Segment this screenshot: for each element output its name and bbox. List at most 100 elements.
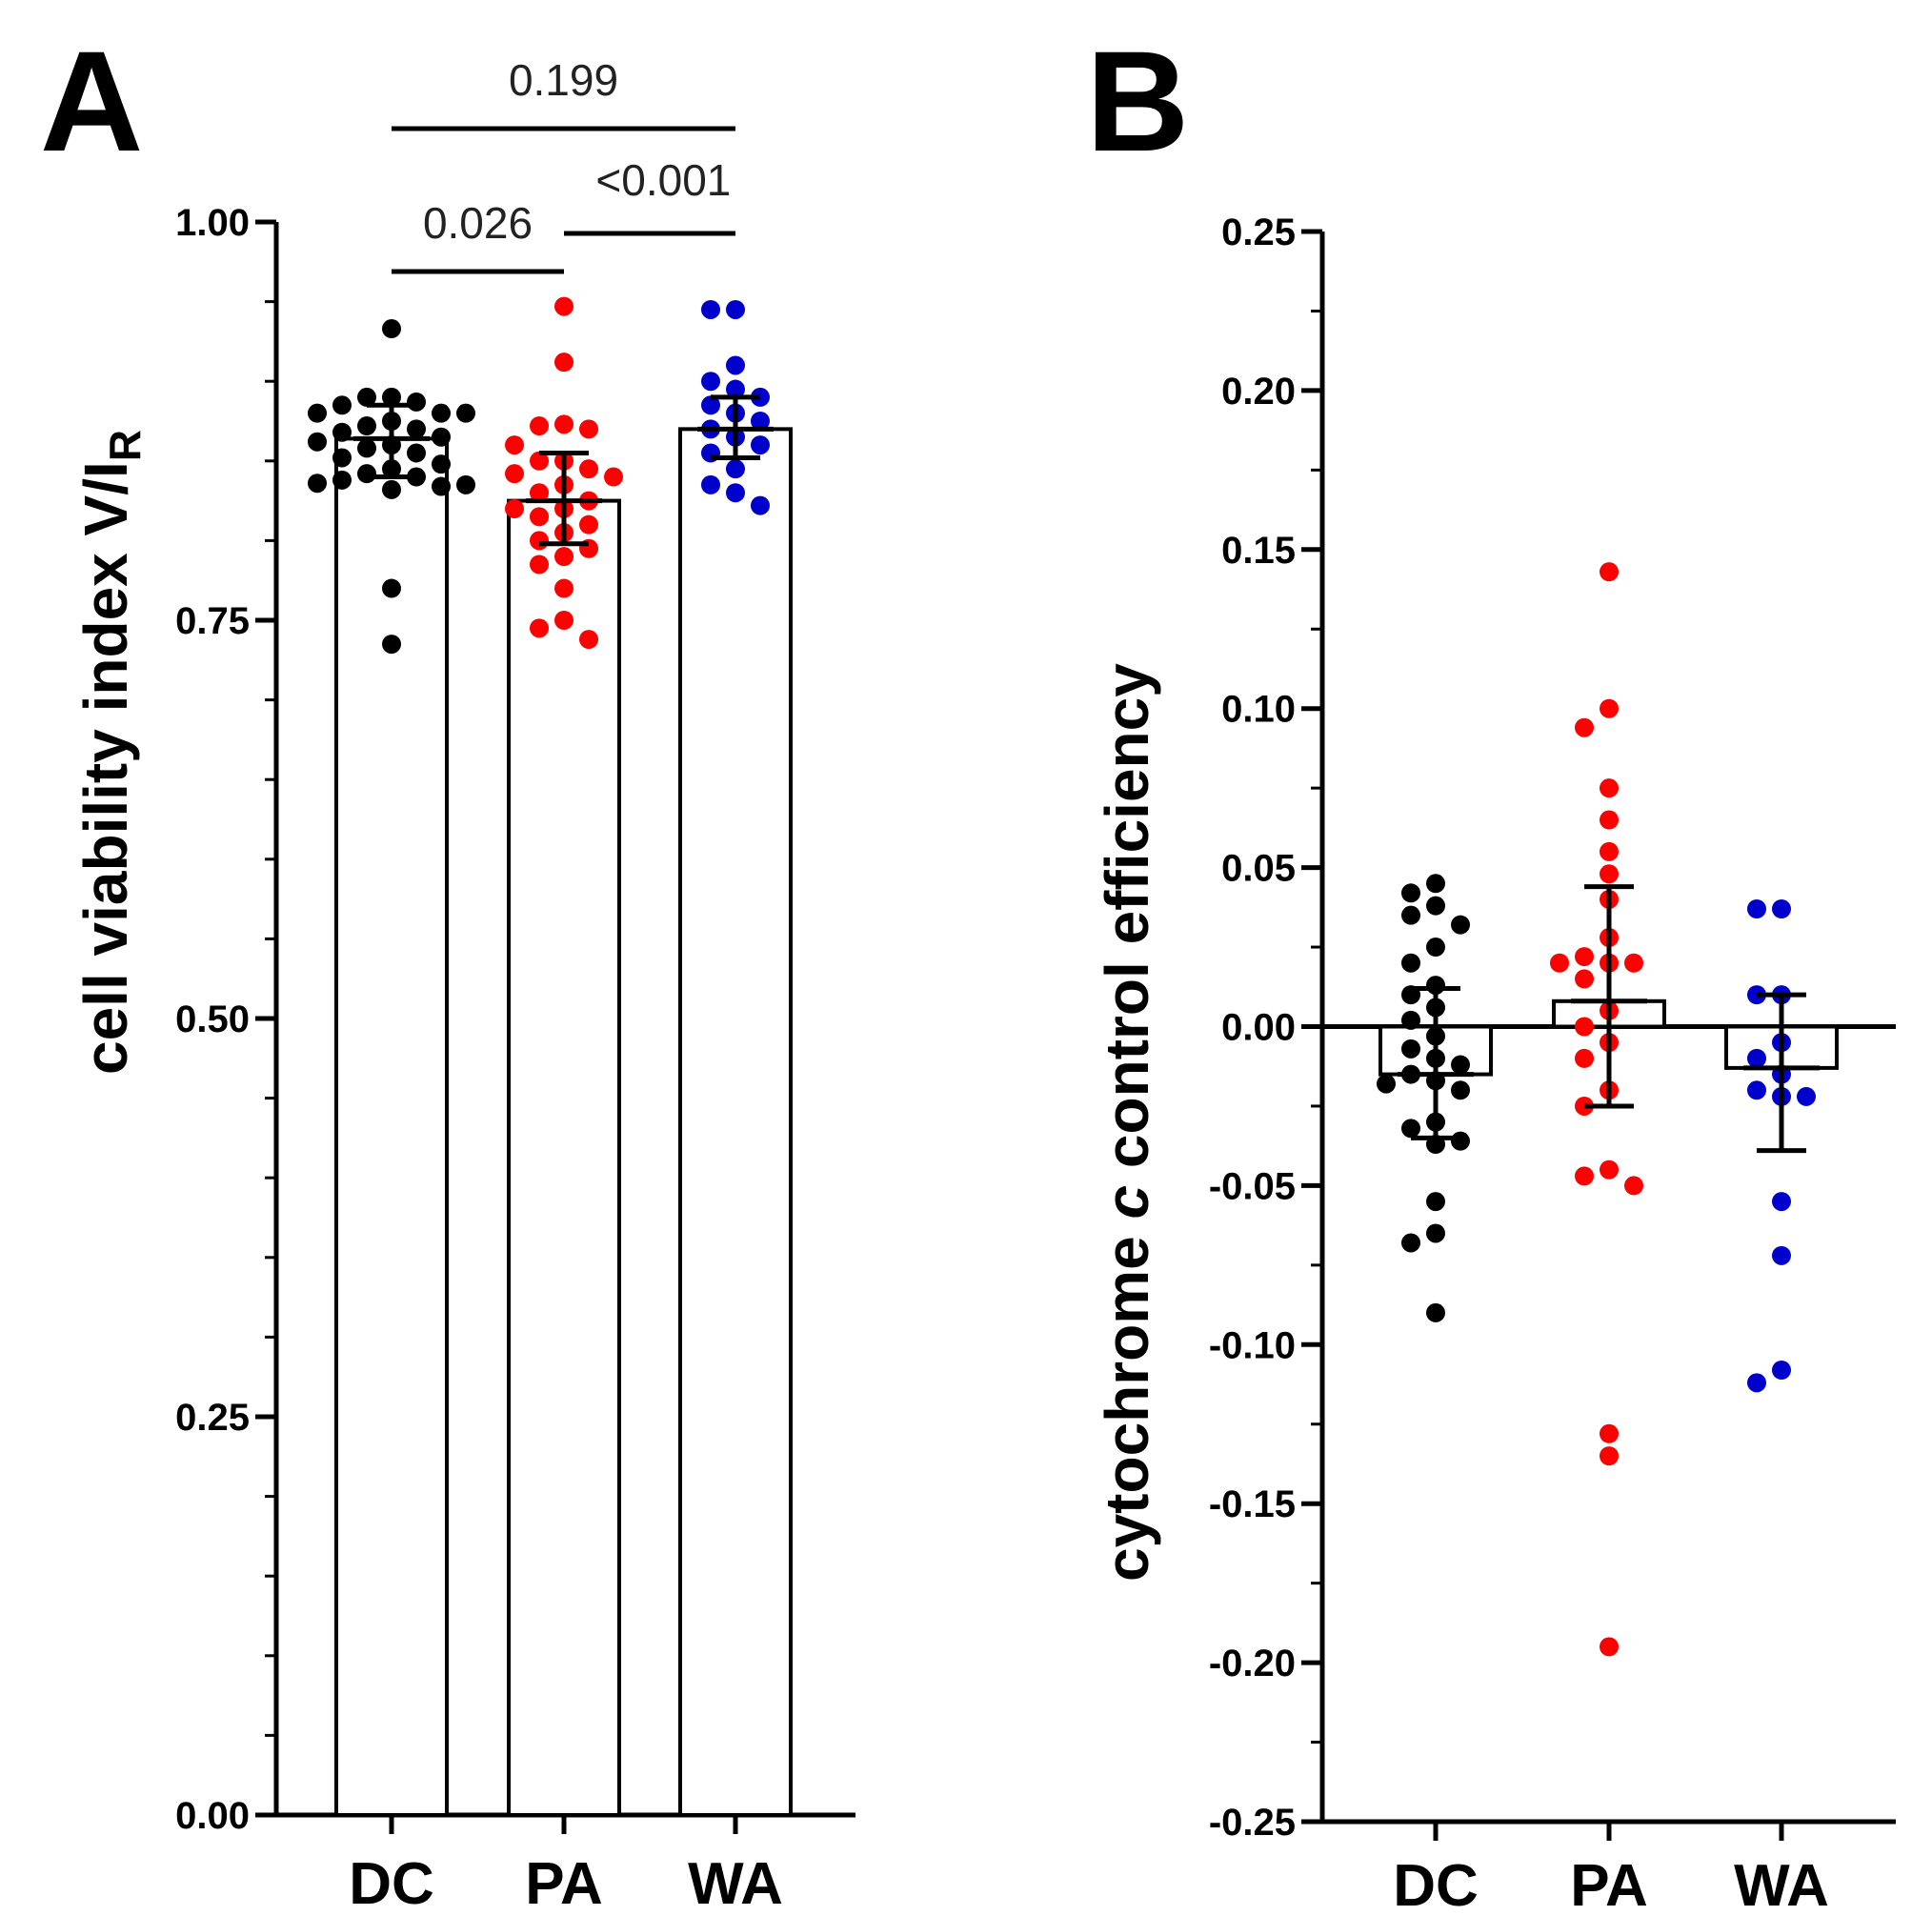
panel-a-point-dc (357, 387, 376, 407)
panel-b-y-tick-label: -0.20 (1209, 1643, 1296, 1684)
panel-b-point-pa (1600, 1423, 1619, 1443)
panel-a-points (308, 296, 770, 655)
panel-b-point-dc (1401, 953, 1420, 973)
panel-b-y-tick-label: -0.05 (1209, 1165, 1296, 1207)
panel-b-point-pa (1575, 1048, 1594, 1068)
panel-a-y-tick-label: 0.75 (175, 600, 250, 642)
panel-a-significance: 0.026 <0.001 0.199 (392, 55, 735, 274)
significance-p-value: 0.026 (423, 198, 533, 248)
panel-b-y-tick-label: -0.15 (1209, 1483, 1296, 1525)
panel-a-point-dc (432, 476, 451, 496)
significance-p-value: 0.199 (509, 55, 618, 105)
panel-b-point-wa (1747, 898, 1766, 918)
panel-a-y-tick-label: 0.00 (175, 1795, 250, 1837)
panel-a-y-tick-label: 0.25 (175, 1397, 250, 1439)
panel-b-y-tick-label: 0.25 (1221, 212, 1296, 253)
panel-a-y-tick-label: 0.50 (175, 998, 250, 1040)
panel-a-point-dc (432, 454, 451, 474)
panel-a-point-dc (456, 403, 475, 423)
panel-b-y-tick-label: 0.15 (1221, 530, 1296, 572)
panel-b-point-wa (1772, 1361, 1791, 1381)
panel-a-category-label: DC (349, 1851, 434, 1916)
panel-b-category-label: PA (1570, 1853, 1648, 1916)
panel-a-point-wa (701, 395, 720, 415)
panel-a-point-pa (530, 483, 549, 503)
panel-a-point-dc (308, 432, 327, 452)
panel-a-point-dc (382, 635, 401, 655)
panel-b-y-title-italic: c (1093, 1185, 1161, 1220)
panel-a-bars (334, 427, 793, 1818)
panel-a-y-axis-title: cell viability index V/IR (71, 430, 150, 1075)
panel-a-point-dc (332, 470, 352, 490)
panel-a-point-dc (357, 438, 376, 458)
panel-b-point-pa (1600, 698, 1619, 718)
panel-b-point-dc (1426, 1223, 1445, 1243)
panel-a-point-dc (432, 403, 451, 423)
panel-b: B -0.25 -0.20 -0.15 -0.10 -0.05 0.00 0.05 0.10 0… (1086, 21, 1896, 1916)
panel-a-point-pa (579, 419, 598, 439)
panel-a-point-wa (751, 435, 770, 455)
panel-a-point-pa (579, 630, 598, 650)
panel-b-point-dc (1451, 1080, 1470, 1100)
significance-p-value: <0.001 (595, 155, 731, 205)
panel-a-point-wa (726, 483, 745, 503)
panel-b-point-dc (1401, 905, 1420, 925)
panel-b-point-dc (1426, 1302, 1445, 1322)
panel-b-error-bars (1398, 884, 1820, 1154)
panel-b-point-pa (1575, 969, 1594, 989)
panel-b-point-pa (1600, 1446, 1619, 1466)
panel-b-y-tick-label: 0.20 (1221, 371, 1296, 413)
panel-b-point-wa (1772, 898, 1791, 918)
panel-a: A 0.00 0.25 0.50 0.75 1.00 DC PA WA 0.026 <0.001… (40, 21, 855, 1916)
panel-b-point-wa (1772, 1245, 1791, 1265)
panel-a-point-pa (579, 459, 598, 479)
panel-b-point-wa (1797, 1086, 1816, 1106)
panel-b-point-dc (1426, 896, 1445, 916)
panel-a-point-dc (332, 395, 352, 415)
panel-b-point-pa (1600, 1160, 1619, 1180)
panel-b-point-pa (1600, 1637, 1619, 1657)
panel-a-point-wa (726, 459, 745, 479)
panel-b-point-pa (1624, 1176, 1643, 1196)
panel-b-point-dc (1451, 915, 1470, 935)
panel-b-y-tick-label: 0.05 (1221, 848, 1296, 890)
panel-a-point-pa (554, 611, 574, 630)
panel-letter-a: A (40, 21, 143, 181)
panel-b-point-pa (1624, 953, 1643, 973)
panel-b-point-pa (1575, 947, 1594, 967)
panel-b-y-tick-label: -0.25 (1209, 1802, 1296, 1844)
panel-a-point-dc (308, 474, 327, 494)
panel-b-y-tick-label: 0.10 (1221, 689, 1296, 731)
panel-a-point-pa (554, 414, 574, 434)
panel-a-point-dc (357, 416, 376, 436)
panel-a-point-dc (382, 479, 401, 499)
panel-a-y-tick-label: 1.00 (175, 202, 250, 244)
panel-a-point-dc (407, 419, 426, 439)
panel-a-point-dc (407, 443, 426, 463)
panel-a-point-pa (554, 578, 574, 598)
panel-b-point-wa (1747, 1080, 1766, 1100)
panel-a-point-pa (554, 296, 574, 316)
panel-a-point-dc (456, 474, 475, 494)
panel-a-point-pa (579, 514, 598, 534)
panel-b-point-pa (1600, 562, 1619, 582)
panel-a-point-pa (554, 353, 574, 373)
panel-a-point-pa (505, 435, 524, 455)
panel-b-points (1377, 562, 1816, 1657)
panel-a-point-wa (751, 495, 770, 515)
panel-b-point-pa (1600, 778, 1619, 798)
panel-a-axes: 0.00 0.25 0.50 0.75 1.00 DC PA WA (175, 202, 855, 1916)
panel-a-error-bars (353, 394, 774, 547)
panel-a-point-pa (530, 507, 549, 527)
panel-a-point-dc (332, 448, 352, 468)
panel-a-bar-wa (678, 427, 793, 1817)
panel-a-bar-pa (507, 498, 621, 1817)
panel-a-point-dc (357, 464, 376, 484)
panel-a-point-pa (554, 547, 574, 567)
panel-b-point-dc (1426, 1192, 1445, 1212)
panel-b-point-pa (1575, 1017, 1594, 1037)
panel-a-point-wa (701, 474, 720, 494)
panel-b-category-label: WA (1734, 1853, 1829, 1916)
panel-a-point-dc (308, 403, 327, 423)
